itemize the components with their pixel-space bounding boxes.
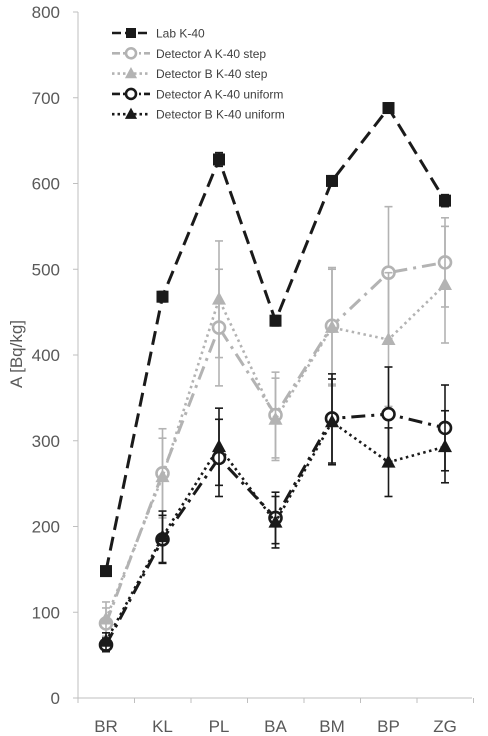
legend: Lab K-40 Detector A K-40 step Detector B K… xyxy=(112,27,285,122)
x-tick-label: PL xyxy=(209,717,230,736)
series-0 xyxy=(100,102,451,578)
series-4-marker xyxy=(437,439,453,453)
series-2-marker xyxy=(155,469,170,483)
series-2-marker xyxy=(98,611,114,625)
series-4-marker xyxy=(324,414,340,428)
x-tick-label: BM xyxy=(319,717,345,736)
legend-label: Detector B K-40 uniform xyxy=(156,108,285,122)
series-2-marker xyxy=(211,291,227,305)
legend-2-marker xyxy=(124,67,138,79)
series-4-marker xyxy=(211,439,227,453)
series-2-marker xyxy=(381,332,396,345)
y-tick-label: 100 xyxy=(32,603,60,622)
legend-label: Lab K-40 xyxy=(156,27,205,41)
series-4 xyxy=(98,378,453,651)
x-tick-label: KL xyxy=(152,717,173,736)
x-tick-label: BR xyxy=(94,717,118,736)
legend-1-marker xyxy=(124,46,138,60)
y-tick-label: 600 xyxy=(32,175,60,194)
series-3-marker xyxy=(381,406,396,422)
y-tick-label: 800 xyxy=(32,3,60,22)
series-2 xyxy=(98,225,453,638)
y-tick-label: 0 xyxy=(51,689,60,708)
series-4-marker xyxy=(268,514,283,528)
x-ticks: BR KL PL BA BM BP ZG xyxy=(77,698,474,736)
y-tick-label: 500 xyxy=(32,260,60,279)
series-2-marker xyxy=(324,320,340,333)
series-4-marker xyxy=(381,454,396,468)
series-0-marker xyxy=(326,174,338,187)
x-tick-label: BP xyxy=(377,717,400,736)
series-0-marker xyxy=(100,565,112,578)
legend-label: Detector A K-40 uniform xyxy=(156,87,283,101)
y-tick-label: 200 xyxy=(32,518,60,537)
y-axis-title: A [Bq/kg] xyxy=(7,320,26,388)
series-0-marker xyxy=(439,194,451,207)
series-2-marker xyxy=(268,411,283,425)
series-4-marker xyxy=(98,633,114,647)
series-2-marker xyxy=(437,277,453,291)
y-ticks: 0 100 200 300 400 500 600 700 800 xyxy=(32,3,78,708)
series-0-marker xyxy=(213,153,225,166)
series-layer xyxy=(98,102,453,653)
legend-4-marker xyxy=(124,107,138,119)
legend-3-marker xyxy=(124,87,138,101)
legend-label: Detector A K-40 step xyxy=(156,47,266,61)
series-0-marker xyxy=(156,290,169,303)
legend-label: Detector B K-40 step xyxy=(156,67,268,81)
x-tick-label: ZG xyxy=(433,717,457,736)
series-0-marker xyxy=(269,314,282,327)
y-tick-label: 700 xyxy=(32,89,60,108)
y-tick-label: 400 xyxy=(32,346,60,365)
legend-0-marker xyxy=(126,28,136,38)
series-4-marker xyxy=(155,529,170,543)
x-tick-label: BA xyxy=(264,717,287,736)
y-tick-label: 300 xyxy=(32,432,60,451)
series-0-marker xyxy=(382,102,395,115)
